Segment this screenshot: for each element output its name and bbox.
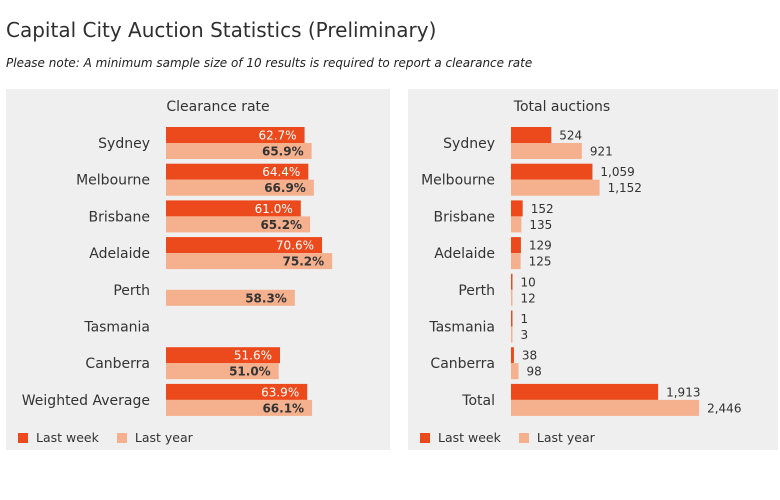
data-label-last-week-adelaide: 70.6% [276,239,314,253]
category-label-perth: Perth [458,283,495,299]
bar-last-year-perth [511,289,513,306]
data-label-last-year-sydney: 65.9% [262,145,304,159]
data-label-last-year-sydney: 921 [590,145,613,159]
page-title: Capital City Auction Statistics (Prelimi… [6,18,437,42]
clearance-rate-chart: Sydney 62.7% 65.9% Melbourne 64.4% 66.9% Brisb… [22,127,333,416]
bar-last-year-melbourne [511,179,600,196]
bar-last-week-perth [511,273,513,290]
total-auctions-title: Total auctions [513,99,611,115]
category-label-melbourne: Melbourne [421,173,495,189]
data-label-last-year-melbourne: 66.9% [264,181,306,195]
data-label-last-year-weighted-average: 66.1% [262,401,304,415]
bar-last-week-adelaide [166,237,323,254]
category-label-sydney: Sydney [98,136,150,152]
clearance-rate-title: Clearance rate [166,99,270,115]
bar-last-week-melbourne [511,163,593,180]
total-auctions-panel: Total auctions Sydney 524 921 Melbourne 1,05… [408,89,778,450]
data-label-last-year-tasmania: 3 [521,328,529,342]
bar-last-year-tasmania [511,326,513,343]
bar-last-year-brisbane [166,216,311,233]
bar-last-year-sydney [511,143,582,159]
category-label-sydney: Sydney [443,136,495,152]
category-label-perth: Perth [113,283,150,299]
bar-last-year-adelaide [511,253,521,270]
page-subtitle: Please note: A minimum sample size of 10… [6,56,533,70]
data-label-last-week-brisbane: 61.0% [255,202,293,216]
bar-last-year-adelaide [166,253,333,270]
data-label-last-week-sydney: 524 [559,129,582,143]
bar-last-year-canberra [166,363,279,380]
category-label-tasmania: Tasmania [83,320,150,336]
data-label-last-week-brisbane: 152 [531,202,554,216]
bar-last-week-sydney [166,127,305,143]
legend-swatch-last-week [420,432,430,443]
category-label-canberra: Canberra [430,356,495,372]
data-label-last-year-total: 2,446 [707,401,741,415]
data-label-last-year-perth: 12 [521,291,536,305]
bar-last-year-total [511,399,700,416]
category-label-melbourne: Melbourne [76,173,150,189]
total-auctions-chart: Sydney 524 921 Melbourne 1,059 1,152 Brisbane 1… [421,127,741,416]
bar-last-week-melbourne [166,163,309,180]
bar-last-week-sydney [511,127,552,143]
data-label-last-week-melbourne: 64.4% [262,165,300,179]
data-label-last-year-adelaide: 75.2% [283,255,325,269]
data-label-last-week-tasmania: 1 [521,312,529,326]
data-label-last-year-adelaide: 125 [529,255,552,269]
bar-last-week-adelaide [511,237,521,254]
bar-last-week-brisbane [166,200,301,217]
bar-last-year-weighted-average [166,399,313,416]
category-label-total: Total [461,393,495,409]
data-label-last-week-sydney: 62.7% [258,129,296,143]
data-label-last-year-brisbane: 65.2% [260,218,302,232]
category-label-tasmania: Tasmania [428,320,495,336]
data-label-last-week-melbourne: 1,059 [600,165,634,179]
data-label-last-week-perth: 10 [521,275,536,289]
legend-label-last-week: Last week [36,430,99,445]
data-label-last-year-brisbane: 135 [529,218,552,232]
category-label-brisbane: Brisbane [89,209,151,225]
legend-label-last-year: Last year [536,430,595,445]
data-label-last-week-weighted-average: 63.9% [261,385,299,399]
data-label-last-week-adelaide: 129 [529,239,552,253]
category-label-adelaide: Adelaide [434,246,495,262]
bar-last-week-tasmania [511,310,513,327]
legend-swatch-last-week [18,432,28,443]
data-label-last-week-canberra: 51.6% [234,349,272,363]
data-label-last-year-perth: 58.3% [245,291,287,305]
total-auctions-legend: Last week Last year [420,430,595,445]
bar-last-week-weighted-average [166,383,308,400]
bar-last-year-sydney [166,143,312,159]
data-label-last-week-total: 1,913 [666,385,700,399]
clearance-rate-panel: Clearance rate Sydney 62.7% 65.9% Melbourne… [6,89,390,450]
legend-swatch-last-year [518,432,529,443]
category-label-canberra: Canberra [85,356,150,372]
category-label-brisbane: Brisbane [434,209,496,225]
data-label-last-week-canberra: 38 [522,349,537,363]
legend-label-last-year: Last year [134,430,193,445]
bar-last-year-perth [166,289,295,306]
bar-last-year-melbourne [166,179,314,196]
bar-last-year-canberra [511,363,519,380]
bar-last-week-canberra [166,347,281,364]
legend-swatch-last-year [116,432,127,443]
category-label-weighted-average: Weighted Average [22,393,150,409]
clearance-rate-legend: Last week Last year [18,430,193,445]
legend-label-last-week: Last week [438,430,501,445]
bar-last-week-total [511,383,659,400]
data-label-last-year-canberra: 51.0% [229,365,271,379]
bar-last-year-brisbane [511,216,522,233]
bar-last-week-brisbane [511,200,523,217]
bar-last-week-canberra [511,347,514,364]
category-label-adelaide: Adelaide [89,246,150,262]
data-label-last-year-canberra: 98 [527,365,542,379]
data-label-last-year-melbourne: 1,152 [608,181,642,195]
